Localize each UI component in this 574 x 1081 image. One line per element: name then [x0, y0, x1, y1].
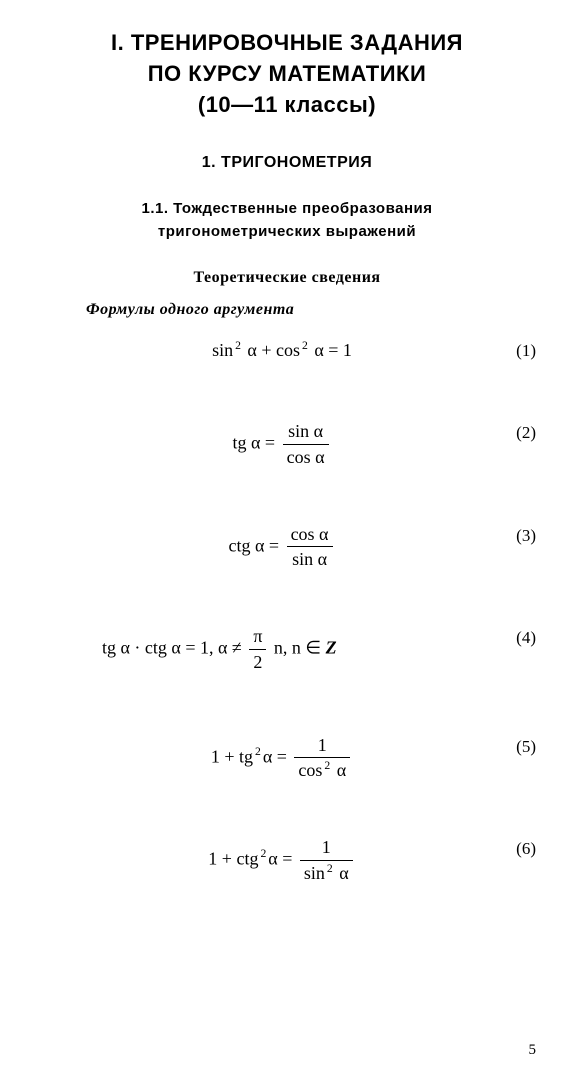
equation-body: tg α · ctg α = 1, α ≠ π 2 n, n ∈ Z: [68, 626, 496, 672]
fraction: π 2: [249, 626, 266, 672]
fraction-num: 1: [294, 735, 350, 759]
equation-text: 1 + tg2α = 1 cos2 α: [211, 735, 353, 781]
equation-number: (4): [496, 626, 536, 648]
theory-header: Теоретические сведения: [38, 269, 536, 287]
equation-body: tg α = sin α cos α: [68, 421, 496, 467]
fraction-num: π: [249, 626, 266, 650]
fraction: cos α sin α: [287, 524, 333, 570]
page: I. ТРЕНИРОВОЧНЫЕ ЗАДАНИЯ ПО КУРСУ МАТЕМА…: [0, 0, 574, 1081]
fraction-den: sin α: [287, 547, 333, 570]
fraction-num: 1: [300, 837, 353, 861]
equation-text: tg α · ctg α = 1, α ≠ π 2 n, n ∈ Z: [102, 626, 337, 672]
equation-row: 1 + tg2α = 1 cos2 α (5): [38, 735, 536, 781]
subsection-line1: 1.1. Тождественные преобразования: [142, 200, 433, 217]
equation-row: sin2 α + cos2 α = 1 (1): [38, 339, 536, 361]
set-symbol: Z: [326, 637, 337, 657]
equation-row: tg α = sin α cos α (2): [38, 421, 536, 467]
fraction: 1 cos2 α: [294, 735, 350, 781]
eq-lhs: tg α: [232, 433, 260, 453]
equation-body: 1 + ctg2α = 1 sin2 α: [68, 837, 496, 883]
equation-number: (5): [496, 735, 536, 757]
fraction-num: cos α: [287, 524, 333, 548]
page-number: 5: [529, 1042, 537, 1059]
fraction: 1 sin2 α: [300, 837, 353, 883]
fraction-den: 2: [249, 650, 266, 673]
eq-sign: =: [269, 535, 279, 555]
formula-group-title: Формулы одного аргумента: [86, 301, 536, 319]
equation-text: sin2 α + cos2 α = 1: [212, 340, 352, 361]
equation-text: ctg α = cos α sin α: [228, 524, 335, 570]
equation-row: tg α · ctg α = 1, α ≠ π 2 n, n ∈ Z (4): [38, 626, 536, 672]
equation-number: (2): [496, 421, 536, 443]
equation-row: 1 + ctg2α = 1 sin2 α (6): [38, 837, 536, 883]
equation-row: ctg α = cos α sin α (3): [38, 524, 536, 570]
eq-after-frac: n, n ∈: [269, 637, 325, 657]
equation-body: 1 + tg2α = 1 cos2 α: [68, 735, 496, 781]
main-title-line1: I. ТРЕНИРОВОЧНЫЕ ЗАДАНИЯ: [111, 30, 463, 55]
equation-body: sin2 α + cos2 α = 1: [68, 340, 496, 361]
equation-body: ctg α = cos α sin α: [68, 524, 496, 570]
equation-text: tg α = sin α cos α: [232, 421, 331, 467]
eq-lhs: ctg α: [228, 535, 264, 555]
fraction-den: cos α: [283, 445, 329, 468]
main-title-line3: (10—11 классы): [198, 92, 376, 117]
eq-sign: =: [265, 433, 275, 453]
equation-number: (3): [496, 524, 536, 546]
subsection-title: 1.1. Тождественные преобразования тригон…: [38, 198, 536, 243]
main-title-line2: ПО КУРСУ МАТЕМАТИКИ: [148, 61, 427, 86]
main-title: I. ТРЕНИРОВОЧНЫЕ ЗАДАНИЯ ПО КУРСУ МАТЕМА…: [38, 28, 536, 120]
subsection-line2: тригонометрических выражений: [158, 223, 416, 240]
fraction-num: sin α: [283, 421, 329, 445]
equation-text: 1 + ctg2α = 1 sin2 α: [208, 837, 355, 883]
fraction-den: sin2 α: [300, 861, 353, 884]
fraction-den: cos2 α: [294, 758, 350, 781]
equation-number: (6): [496, 837, 536, 859]
section-title: 1. ТРИГОНОМЕТРИЯ: [38, 154, 536, 172]
equation-number: (1): [496, 339, 536, 361]
eq-lhs: tg α · ctg α = 1, α ≠: [102, 637, 242, 657]
fraction: sin α cos α: [283, 421, 329, 467]
